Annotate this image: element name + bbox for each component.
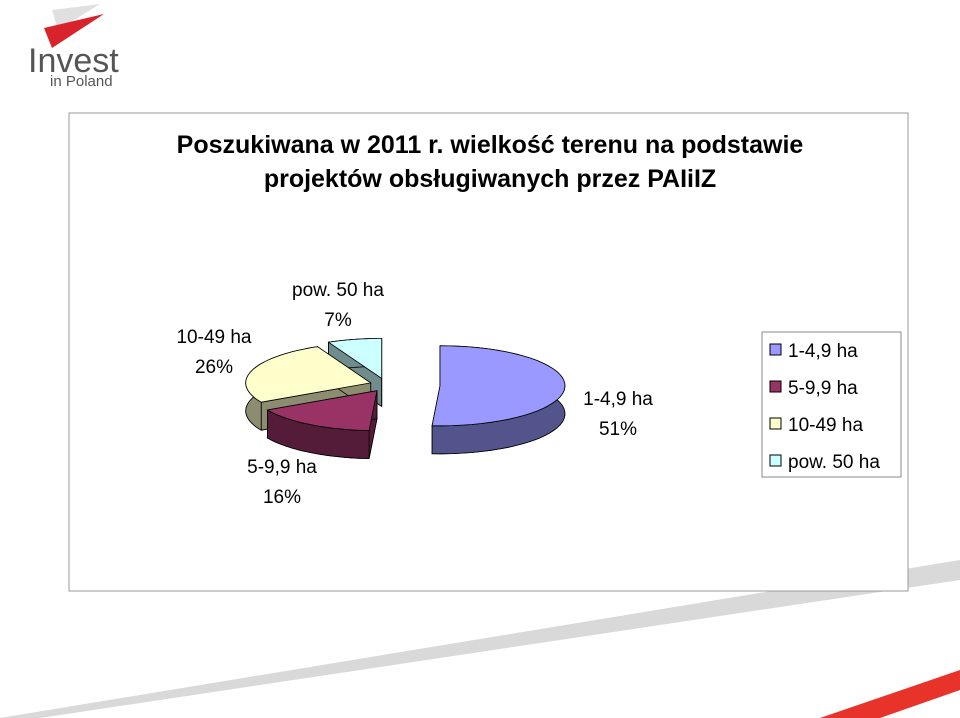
legend-label: 5-9,9 ha bbox=[788, 378, 858, 399]
data-label: pow. 50 ha bbox=[292, 280, 384, 301]
legend-swatch bbox=[769, 454, 782, 467]
logo-text: in Poland bbox=[50, 73, 113, 90]
data-label: 16% bbox=[263, 487, 301, 508]
pie-slice bbox=[431, 345, 566, 455]
data-label: 5-9,9 ha bbox=[247, 457, 317, 478]
legend-label: pow. 50 ha bbox=[788, 452, 880, 473]
slice-top bbox=[327, 338, 383, 380]
data-label: 26% bbox=[195, 357, 233, 378]
legend-swatch bbox=[769, 417, 782, 430]
legend bbox=[761, 331, 902, 478]
chart-title: Poszukiwana w 2011 r. wielkość terenu na… bbox=[176, 131, 804, 193]
slice-top bbox=[266, 390, 378, 432]
data-label: 7% bbox=[324, 310, 352, 331]
logo-mark bbox=[44, 14, 104, 48]
legend-swatch bbox=[769, 380, 782, 393]
decor-band bbox=[0, 560, 960, 718]
legend-swatch bbox=[769, 343, 782, 356]
legend-label: 1-4,9 ha bbox=[788, 341, 858, 362]
decor-band bbox=[820, 670, 960, 718]
logo-text: Invest bbox=[28, 42, 119, 80]
slice-top bbox=[431, 345, 566, 427]
data-label: 51% bbox=[599, 419, 637, 440]
pie-slice bbox=[266, 390, 378, 460]
legend-label: 10-49 ha bbox=[788, 415, 863, 436]
data-label: 1-4,9 ha bbox=[583, 389, 653, 410]
slice-top bbox=[245, 346, 372, 403]
data-label: 10-49 ha bbox=[176, 327, 251, 348]
